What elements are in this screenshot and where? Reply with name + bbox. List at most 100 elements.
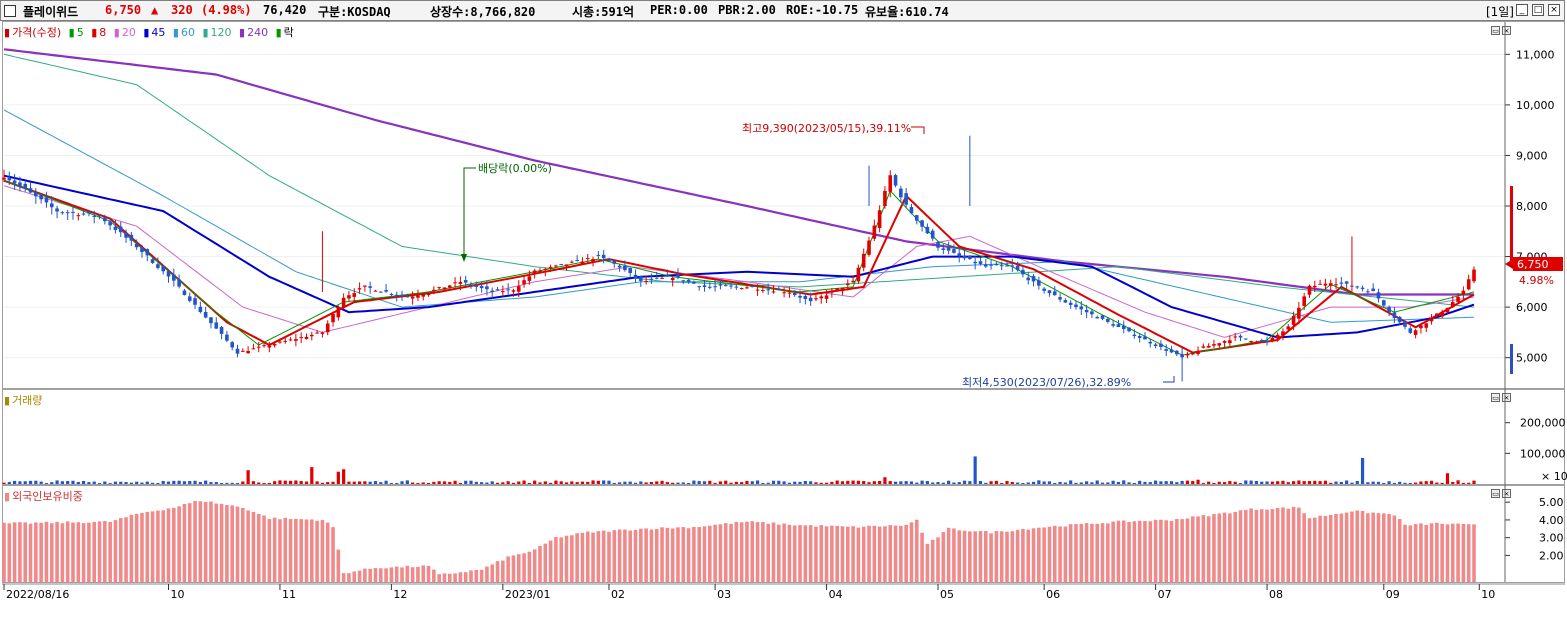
foreign-ratio-bar <box>994 531 999 582</box>
volume-bar <box>1079 482 1083 484</box>
candle-body <box>644 280 648 282</box>
foreign-ratio-bar <box>516 554 521 582</box>
candle-body <box>39 194 43 200</box>
candle-body <box>384 290 388 292</box>
candle-body <box>432 289 436 292</box>
foreign-ratio-bar <box>1403 524 1407 582</box>
candle-body <box>787 292 792 294</box>
foreign-ratio-bar <box>60 523 65 582</box>
candle-body <box>1371 288 1375 292</box>
candle-body <box>1047 290 1052 294</box>
volume-bar <box>835 480 839 484</box>
volume-bar <box>1360 457 1365 484</box>
foreign-ratio-bar <box>299 519 303 582</box>
volume-bar <box>1456 480 1460 484</box>
foreign-ratio-bar <box>410 567 415 582</box>
candle-body <box>824 295 829 299</box>
volume-bar <box>1366 482 1370 484</box>
volume-bar <box>925 481 929 484</box>
foreign-ratio-bar <box>639 528 643 582</box>
candle-body <box>1132 334 1137 337</box>
volume-bar <box>755 480 760 484</box>
foreign-ratio-bar <box>973 531 977 582</box>
volume-bar <box>1461 482 1465 484</box>
volume-panel-minimize-button[interactable]: ▭ <box>1491 393 1500 402</box>
foreign-ratio-bar <box>1249 508 1253 582</box>
foreign-ratio-bar <box>225 505 229 582</box>
candle-body <box>410 296 415 299</box>
candle-body <box>474 285 479 287</box>
volume-bar <box>1159 481 1163 484</box>
candle-body <box>1159 343 1163 347</box>
foreign-ratio-bar <box>1328 514 1333 582</box>
candle-body <box>315 332 319 334</box>
volume-bar <box>633 482 638 484</box>
price-panel-minimize-button[interactable]: ▭ <box>1491 26 1500 35</box>
volume-bar <box>1212 482 1216 484</box>
legend-ma240: ▮ 240 <box>239 26 269 39</box>
foreign-ratio-bar <box>1445 524 1450 582</box>
volume-tick-label: 200,000 <box>1520 417 1566 430</box>
candle-body <box>118 226 123 233</box>
candle-body <box>129 234 134 241</box>
x-tick-label: 2023/01 <box>505 588 551 601</box>
foreign-ratio-bar <box>718 524 723 582</box>
candle-body <box>1190 352 1195 355</box>
minimize-button[interactable]: _ <box>1516 4 1528 16</box>
volume-bar <box>209 482 213 484</box>
listed-shares: 상장수:8,766,820 <box>430 5 536 19</box>
candle-body <box>124 233 128 238</box>
volume-bar <box>1371 481 1375 484</box>
candle-body <box>103 217 107 222</box>
foreign-ratio-bar <box>474 569 479 582</box>
volume-panel[interactable] <box>2 389 1565 485</box>
price-panel-close-button[interactable]: × <box>1502 26 1511 35</box>
volume-panel-close-button[interactable]: × <box>1502 393 1511 402</box>
candle-body <box>1164 349 1169 351</box>
candle-body <box>1031 275 1036 282</box>
volume-bar <box>1445 473 1450 484</box>
candle-body <box>309 334 314 337</box>
header-checkbox[interactable] <box>4 5 16 17</box>
candle-body <box>750 286 755 288</box>
foreign-ratio-bar <box>840 526 845 582</box>
volume-bar <box>124 482 128 484</box>
foreign-ratio-bar <box>1185 518 1190 582</box>
volume-bar <box>421 482 425 484</box>
foreign-ratio-bar <box>103 521 107 582</box>
price-panel[interactable] <box>2 21 1565 389</box>
volume-bar <box>347 481 351 484</box>
candle-body <box>755 289 760 291</box>
volume-bar <box>1122 480 1126 484</box>
close-button[interactable]: × <box>1548 4 1560 16</box>
maximize-button[interactable]: □ <box>1532 4 1544 16</box>
market-type: 구분:KOSDAQ <box>318 5 391 19</box>
candle-body <box>1249 340 1253 342</box>
candle-body <box>1074 304 1078 308</box>
candle-body <box>299 337 303 339</box>
volume-bar <box>819 482 823 484</box>
volume-bar <box>23 481 27 484</box>
foreign-panel-minimize-button[interactable]: ▭ <box>1491 489 1500 498</box>
foreign-ratio-bar <box>76 522 81 582</box>
candle-body <box>12 180 17 184</box>
foreign-ratio-bar <box>373 568 378 582</box>
candle-body <box>1275 334 1280 339</box>
foreign-ratio-bar <box>665 527 670 582</box>
candle-body <box>713 286 717 288</box>
volume-bar <box>501 482 505 484</box>
candle-body <box>469 284 473 286</box>
volume-bar <box>304 481 309 484</box>
legend-dividend: ▮ 락 <box>275 26 294 39</box>
foreign-ratio-bar <box>1068 524 1073 582</box>
volume-bar <box>1185 480 1190 484</box>
foreign-ratio-bar <box>601 530 606 582</box>
period-selector[interactable]: [1일] <box>1485 5 1514 19</box>
foreign-panel-close-button[interactable]: × <box>1502 489 1511 498</box>
foreign-ratio-bar <box>161 510 166 582</box>
foreign-ratio-bar <box>145 511 150 582</box>
candle-body <box>702 285 707 287</box>
foreign-ratio-bar <box>1222 512 1227 582</box>
candle-body <box>676 274 680 278</box>
